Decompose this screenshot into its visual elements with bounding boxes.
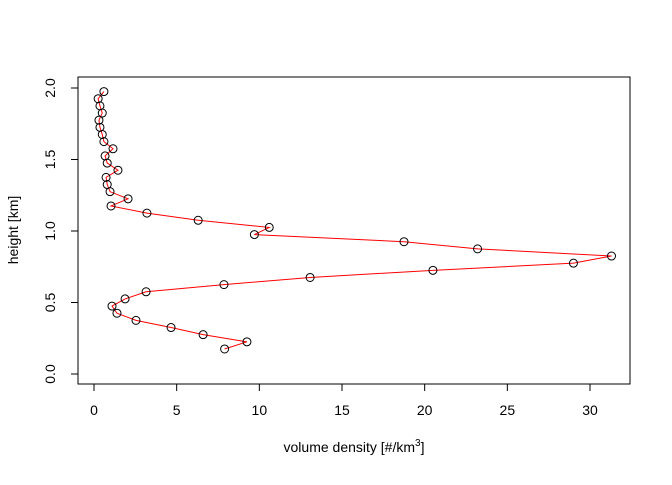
y-axis: 0.0 0.5 1.0 1.5 2.0 [42, 78, 79, 384]
data-point [113, 165, 123, 175]
data-point [568, 258, 578, 268]
data-point [123, 194, 133, 204]
data-point [193, 215, 203, 225]
data-point [120, 294, 130, 304]
y-tick-label: 2.0 [42, 78, 58, 98]
y-axis-label: height [km] [5, 196, 21, 264]
y-tick-label: 0.5 [42, 293, 58, 313]
x-tick-label: 20 [417, 402, 433, 418]
plot-box [77, 76, 631, 385]
data-point [101, 172, 111, 182]
data-point [219, 280, 229, 290]
data-point [106, 201, 116, 211]
data-point [102, 158, 112, 168]
data-point [99, 87, 109, 97]
data-point [399, 237, 409, 247]
data-point [242, 337, 252, 347]
data-point [131, 315, 141, 325]
x-tick-label: 5 [173, 402, 181, 418]
data-point [108, 144, 118, 154]
series-line [97, 91, 612, 350]
data-point [305, 272, 315, 282]
data-point [249, 230, 259, 240]
y-tick-label: 1.0 [42, 221, 58, 241]
x-tick-label: 10 [252, 402, 268, 418]
data-point [428, 265, 438, 275]
data-point [606, 251, 616, 261]
x-axis-label: volume density [#/km3] [284, 438, 425, 455]
x-tick-label: 30 [582, 402, 598, 418]
data-point [112, 308, 122, 318]
data-point [93, 94, 103, 104]
data-points [93, 87, 616, 354]
data-point [142, 208, 152, 218]
data-point [220, 344, 230, 354]
data-point [94, 115, 104, 125]
data-point [141, 287, 151, 297]
data-point [264, 222, 274, 232]
x-tick-label: 25 [500, 402, 516, 418]
data-point [97, 129, 107, 139]
y-tick-label: 0.0 [42, 364, 58, 384]
data-point [99, 137, 109, 147]
x-tick-label: 15 [334, 402, 350, 418]
data-point [107, 301, 117, 311]
data-point [166, 323, 176, 333]
data-point [473, 244, 483, 254]
data-point [105, 187, 115, 197]
data-point [198, 330, 208, 340]
data-point [97, 108, 107, 118]
x-tick-label: 0 [90, 402, 98, 418]
y-tick-label: 1.5 [42, 150, 58, 170]
x-axis: 0 5 10 15 20 25 30 [90, 383, 598, 418]
